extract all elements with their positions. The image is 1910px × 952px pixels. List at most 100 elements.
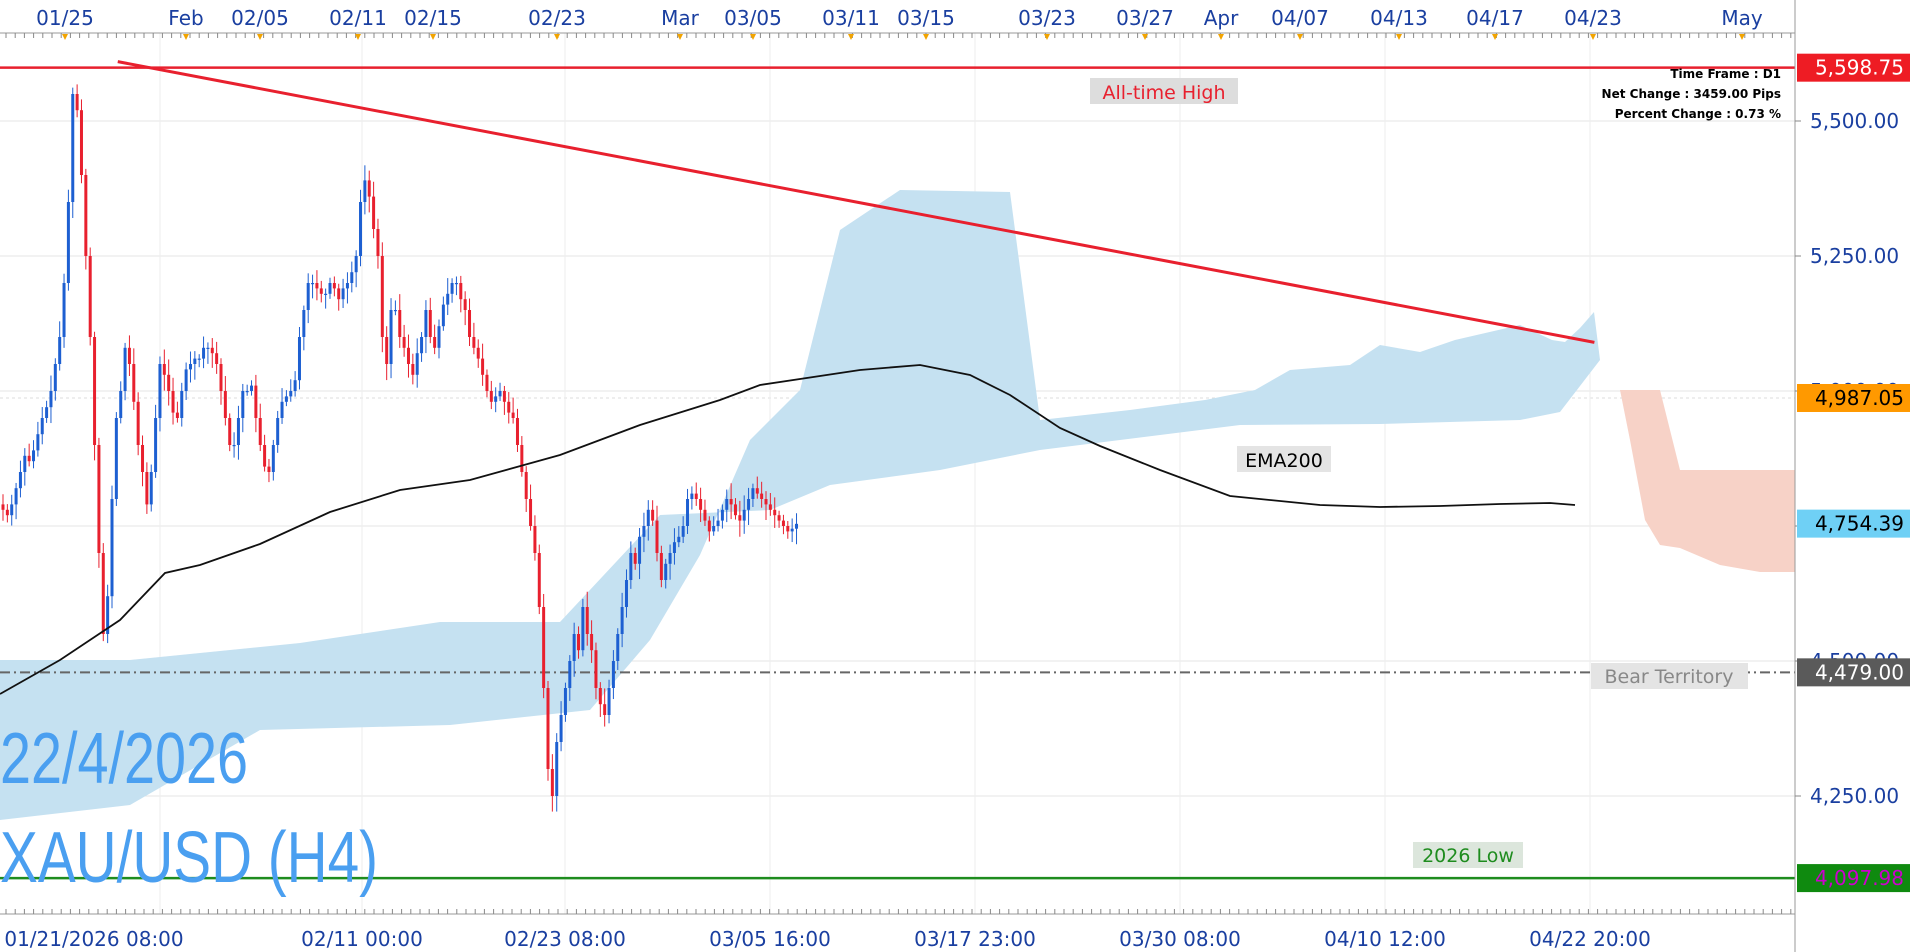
candle-body <box>167 374 171 391</box>
candle-body <box>751 488 755 499</box>
price-tag-box <box>1797 53 1910 82</box>
candle-body <box>537 553 541 607</box>
price-tag-box <box>1797 383 1910 412</box>
candle-body <box>141 445 145 472</box>
candle-body <box>27 455 31 462</box>
candle-body <box>206 347 210 349</box>
candle-body <box>45 407 49 418</box>
y-axis-label: 4,250.00 <box>1810 784 1899 808</box>
candle-body <box>337 288 341 300</box>
candle-body <box>420 337 424 354</box>
top-axis-label: 04/07 <box>1271 6 1329 30</box>
candle-body <box>651 509 655 521</box>
candle-body <box>624 580 628 607</box>
candle-body <box>188 364 192 370</box>
price-tag-label: 4,479.00 <box>1815 660 1904 684</box>
candle-body <box>481 358 485 375</box>
candle-body <box>764 499 768 505</box>
info-percent-change: Percent Change : 0.73 % <box>1615 107 1781 121</box>
candle-body <box>10 504 14 516</box>
candle-body <box>511 412 515 418</box>
candle-body <box>450 283 454 294</box>
candle-body <box>563 688 567 715</box>
top-axis-label: Apr <box>1204 6 1239 30</box>
candle-body <box>293 380 297 391</box>
candle-body <box>136 401 140 445</box>
top-axis-labels: 01/25 Feb 02/05 02/11 02/15 02/23 Mar 03/05 03/1… <box>36 6 1763 30</box>
ema-label: EMA200 <box>1245 450 1323 472</box>
candle-body <box>529 499 533 526</box>
candle-body <box>367 180 371 197</box>
price-tag-label: 5,598.75 <box>1815 56 1904 80</box>
price-tag-box <box>1797 509 1910 538</box>
candle-body <box>289 391 293 397</box>
candle-body <box>1 504 5 510</box>
top-axis-label: 04/13 <box>1370 6 1428 30</box>
candle-body <box>603 704 607 715</box>
candle-body <box>398 310 402 337</box>
candle-body <box>786 526 790 532</box>
top-axis-marker <box>1297 34 1303 40</box>
candle-body <box>241 391 245 418</box>
candle-body <box>795 523 799 529</box>
candle-body <box>232 445 236 447</box>
candle-body <box>415 353 419 375</box>
candle-body <box>149 472 153 505</box>
top-axis-label: Mar <box>661 6 700 30</box>
candle-body <box>271 445 275 472</box>
candle-body <box>127 347 131 364</box>
candle-body <box>720 509 724 521</box>
candle-body <box>542 607 546 688</box>
candle-body <box>655 520 659 553</box>
bottom-axis-label: 04/10 12:00 <box>1324 927 1446 951</box>
candle-body <box>489 391 493 402</box>
top-axis-label: Feb <box>168 6 203 30</box>
candle-body <box>58 337 62 364</box>
candle-body <box>402 337 406 348</box>
candle-body <box>114 418 118 499</box>
candle-body <box>681 526 685 537</box>
candle-body <box>175 412 179 418</box>
candle-body <box>354 256 358 273</box>
candle-body <box>441 304 445 327</box>
candle-body <box>372 196 376 229</box>
candle-body <box>572 634 576 661</box>
bottom-axis-label: 02/23 08:00 <box>504 927 626 951</box>
top-axis-label: 03/11 <box>822 6 880 30</box>
candle-body <box>385 337 389 364</box>
top-axis-label: 04/17 <box>1466 6 1524 30</box>
top-axis-marker <box>1142 34 1148 40</box>
bottom-axis-label: 02/11 00:00 <box>301 927 423 951</box>
candle-body <box>738 515 742 521</box>
candle-body <box>171 391 175 413</box>
candle-body <box>533 526 537 553</box>
candle-body <box>585 607 589 634</box>
candle-body <box>119 391 123 418</box>
candle-body <box>315 283 319 289</box>
candle-body <box>145 472 149 505</box>
candle-body <box>559 715 563 742</box>
candle-body <box>284 396 288 402</box>
top-axis-marker <box>355 34 361 40</box>
top-axis-marker <box>677 34 683 40</box>
top-axis-label: May <box>1721 6 1763 30</box>
candle-body <box>633 553 637 564</box>
candle-body <box>729 499 733 505</box>
candle-body <box>598 688 602 705</box>
top-axis-marker <box>1739 34 1745 40</box>
candle-body <box>520 445 524 472</box>
candle-body <box>228 418 232 445</box>
candle-body <box>32 450 36 462</box>
candle-body <box>716 520 720 526</box>
watermark-date: 22/4/2026 <box>0 719 248 799</box>
y-axis-labels: 4,250.004,500.004,750.005,000.005,250.00… <box>1795 109 1899 808</box>
candle-body <box>672 542 676 553</box>
bear-label: Bear Territory <box>1605 666 1734 688</box>
candle-body <box>459 283 463 300</box>
candle-body <box>472 337 476 348</box>
bottom-axis-label: 03/30 08:00 <box>1119 927 1241 951</box>
bottom-axis-label: 03/17 23:00 <box>914 927 1036 951</box>
top-axis-marker <box>923 34 929 40</box>
candle-body <box>106 596 110 634</box>
y-axis-label: 5,250.00 <box>1810 244 1899 268</box>
